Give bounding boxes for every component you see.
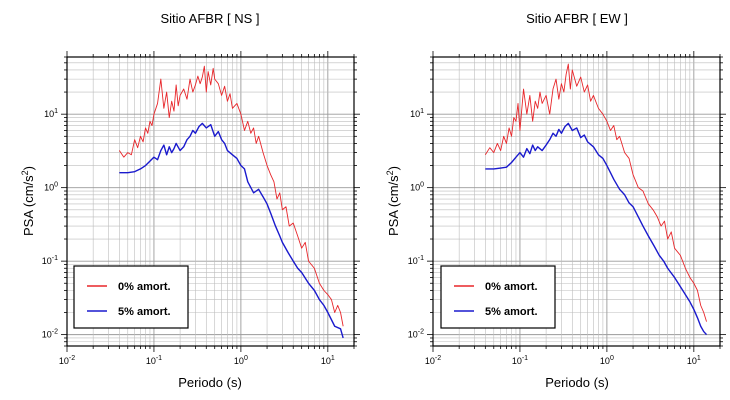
legend-label-0: 0% amort. [485,281,538,293]
x-tick-label: 10-2 [425,355,441,366]
x-tick-label: 100 [600,355,614,366]
y-tick-label: 101 [410,108,424,119]
series-line-1 [485,122,708,336]
x-tick-label: 101 [687,355,701,366]
chart-panel-ew: Sitio AFBR [ EW ] 10-2 10-1 100 101 10-2 10-1… [385,11,726,390]
legend-label-0: 0% amort. [118,281,171,293]
legend: 0% amort. 5% amort. [73,265,189,329]
chart-title: Sitio AFBR [ NS ] [161,11,260,26]
y-tick-label: 10-1 [42,255,58,266]
x-axis-label: Periodo (s) [178,375,242,390]
y-tick-label: 10-1 [408,255,424,266]
x-tick-label: 100 [234,355,248,366]
tick-layer: 10-2 10-1 100 101 10-2 10-1 100 101 [42,51,360,366]
y-tick-label: 100 [44,182,58,193]
chart-title: Sitio AFBR [ EW ] [526,11,628,26]
plot-frame [66,56,355,347]
legend-label-1: 5% amort. [485,306,538,318]
y-tick-label: 100 [410,182,424,193]
series-line-0 [484,63,707,322]
series-line-1 [119,122,344,339]
y-axis-label: PSA (cm/s2) [20,166,36,236]
x-tick-label: 10-1 [146,355,162,366]
y-tick-label: 101 [44,108,58,119]
plot-frame [432,56,721,347]
y-tick-label: 10-2 [408,329,424,340]
series-layer [118,65,344,339]
tick-layer: 10-2 10-1 100 101 10-2 10-1 100 101 [408,51,726,366]
x-tick-label: 10-1 [512,355,528,366]
series-line-0 [118,65,344,327]
legend: 0% amort. 5% amort. [440,265,556,329]
x-tick-label: 101 [321,355,335,366]
x-axis-label: Periodo (s) [545,375,609,390]
y-axis-label: PSA (cm/s2) [385,166,401,236]
y-tick-label: 10-2 [42,329,58,340]
series-layer [484,63,708,336]
legend-box [73,265,189,329]
legend-label-1: 5% amort. [118,306,171,318]
chart-panel-ns: Sitio AFBR [ NS ] 10-2 10-1 100 101 10-2 10-1… [20,11,360,390]
legend-box [440,265,556,329]
x-tick-label: 10-2 [59,355,75,366]
